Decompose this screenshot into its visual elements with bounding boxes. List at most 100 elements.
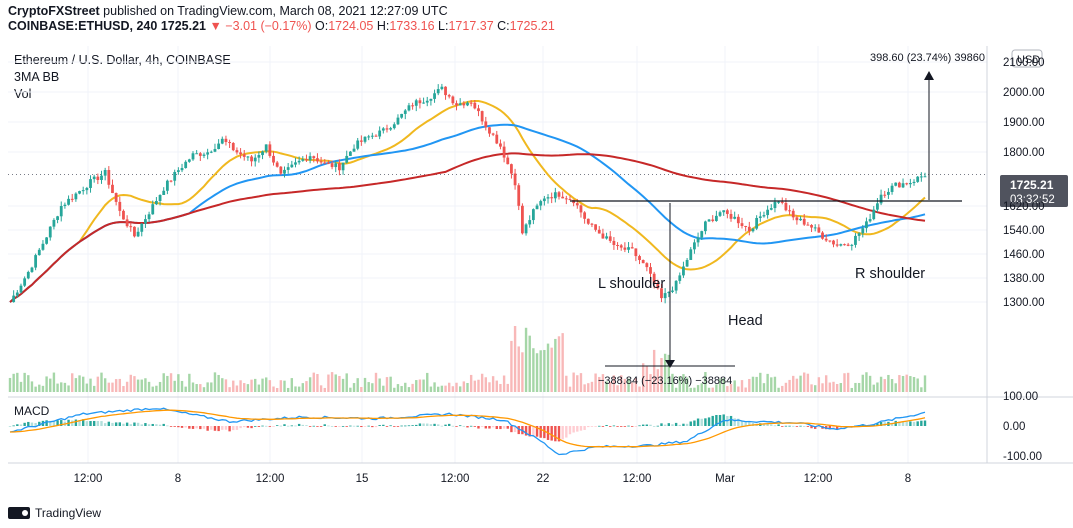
- volume-bar: [535, 353, 539, 392]
- macd-histogram-bar: [407, 425, 411, 427]
- volume-bar: [590, 381, 594, 392]
- volume-bar: [473, 380, 477, 392]
- volume-bar: [565, 375, 568, 392]
- volume-bar: [429, 386, 433, 392]
- footer-brand[interactable]: TradingView: [35, 506, 102, 520]
- time-tick-label: 8: [175, 473, 181, 485]
- open-label: O:: [315, 19, 329, 33]
- candle-body: [26, 271, 30, 279]
- volume-bar: [466, 383, 469, 392]
- volume-bar: [627, 378, 630, 392]
- candle-body: [286, 167, 290, 170]
- macd-histogram-bar: [879, 422, 883, 426]
- volume-bar: [297, 386, 301, 392]
- macd-histogram-bar: [923, 420, 927, 426]
- macd-histogram-bar: [495, 426, 498, 430]
- volume-bar: [652, 349, 656, 392]
- volume-bar: [140, 379, 143, 392]
- macd-histogram-bar: [393, 426, 396, 427]
- macd-histogram-bar: [901, 421, 905, 426]
- price-tick-label: 1460.00: [1003, 249, 1045, 261]
- volume-bar: [609, 381, 612, 392]
- macd-histogram-bar: [627, 425, 630, 427]
- candle-body: [209, 151, 213, 153]
- candle-body: [539, 201, 543, 206]
- candle-body: [744, 225, 748, 227]
- macd-histogram-bar: [374, 426, 378, 428]
- macd-histogram-bar: [232, 426, 235, 431]
- volume-bar: [82, 376, 85, 392]
- volume-bar: [901, 375, 905, 392]
- macd-histogram-bar: [480, 426, 484, 427]
- volume-bar: [598, 376, 601, 392]
- macd-histogram-bar: [188, 426, 191, 429]
- publisher-name[interactable]: CryptoFXStreet: [8, 4, 100, 18]
- macd-histogram-bar: [385, 426, 389, 427]
- macd-histogram-bar: [151, 423, 154, 426]
- macd-histogram-bar: [268, 426, 272, 427]
- macd-histogram-bar: [744, 421, 747, 426]
- macd-histogram-bar: [773, 425, 777, 427]
- macd-histogram-bar: [484, 426, 487, 429]
- candle-body: [711, 219, 715, 221]
- candle-body: [630, 247, 634, 249]
- volume-bar: [71, 373, 74, 392]
- volume-label[interactable]: Vol: [14, 87, 32, 101]
- macd-histogram-bar: [60, 420, 63, 426]
- volume-bar: [206, 382, 209, 392]
- indicator-label[interactable]: 3MA BB: [14, 70, 60, 84]
- volume-bar: [374, 372, 378, 392]
- volume-bar: [517, 346, 520, 392]
- macd-histogram-bar: [583, 426, 586, 430]
- candle-body: [652, 273, 656, 284]
- macd-histogram-bar: [382, 424, 385, 426]
- macd-histogram-bar: [290, 425, 294, 427]
- macd-histogram-bar: [158, 424, 162, 426]
- candle-body: [586, 218, 590, 224]
- candle-body: [524, 224, 528, 234]
- volume-bar: [576, 375, 579, 392]
- candle-body: [305, 159, 308, 161]
- candle-body: [290, 164, 294, 168]
- volume-bar: [821, 383, 824, 392]
- candle-body: [89, 179, 92, 188]
- volume-bar: [16, 372, 19, 392]
- macd-histogram-bar: [909, 421, 912, 426]
- volume-bar: [682, 374, 685, 392]
- candle-body: [19, 285, 23, 293]
- macd-histogram-bar: [12, 425, 15, 427]
- macd-histogram-bar: [363, 426, 367, 427]
- volume-bar: [696, 385, 700, 392]
- macd-histogram-bar: [341, 425, 345, 427]
- volume-bar: [912, 377, 916, 392]
- volume-bar: [23, 372, 26, 392]
- volume-bar: [685, 377, 689, 392]
- candle-body: [242, 154, 246, 157]
- macd-histogram-bar: [162, 423, 165, 426]
- volume-bar: [382, 385, 385, 392]
- candle-body: [37, 249, 41, 256]
- macd-histogram-bar: [319, 426, 323, 427]
- volume-bar: [495, 380, 498, 392]
- macd-histogram-bar: [748, 422, 751, 426]
- macd-histogram-bar: [49, 420, 52, 426]
- macd-histogram-bar: [144, 423, 147, 426]
- macd-histogram-bar: [609, 426, 612, 427]
- macd-histogram-bar: [360, 426, 363, 428]
- volume-bar: [111, 382, 114, 392]
- macd-histogram-bar: [543, 426, 546, 439]
- macd-histogram-bar: [71, 420, 74, 426]
- candle-body: [700, 231, 704, 238]
- candle-body: [799, 218, 802, 221]
- macd-histogram-bar: [792, 425, 795, 427]
- candle-body: [788, 210, 791, 212]
- volume-bar: [294, 386, 297, 392]
- macd-histogram-bar: [30, 422, 34, 426]
- volume-bar: [462, 381, 466, 392]
- volume-bar: [177, 374, 180, 392]
- volume-bar: [418, 379, 422, 392]
- macd-histogram-bar: [297, 423, 301, 426]
- currency-button[interactable]: [1011, 49, 1043, 68]
- volume-bar: [180, 380, 184, 392]
